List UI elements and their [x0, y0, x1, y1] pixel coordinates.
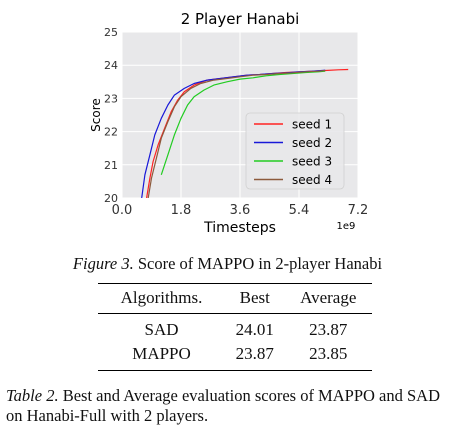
figure-caption-label: Figure 3.	[72, 254, 134, 273]
table-row: SAD 24.01 23.87	[98, 314, 372, 343]
legend-box	[245, 112, 345, 190]
score-line-chart: 20 21 22 23 24 25 0.0 1.8 3.6 5.4 7.2 2 Player Ha…	[89, 10, 369, 236]
data-series	[141, 68, 349, 198]
x-axis-label: Timesteps	[203, 220, 276, 236]
x-tick-label: 7.2	[348, 203, 369, 218]
y-tick-label: 23	[104, 92, 118, 105]
x-tick-label: 3.6	[230, 203, 251, 218]
cell-algorithm: SAD	[144, 320, 179, 339]
figure-caption: Figure 3. Score of MAPPO in 2-player Han…	[0, 254, 455, 274]
cell-best: 23.87	[225, 342, 285, 371]
table-caption-label: Table 2.	[6, 386, 59, 405]
legend-label: seed 2	[292, 136, 332, 150]
table-row: MAPPO 23.87 23.85	[98, 342, 372, 371]
chart-title: 2 Player Hanabi	[181, 10, 300, 28]
y-tick-label: 21	[104, 159, 118, 172]
y-tick-label: 25	[104, 26, 118, 39]
y-axis-label: Score	[89, 98, 103, 132]
cell-best: 24.01	[235, 320, 274, 339]
header-average: Average	[284, 283, 372, 314]
header-best: Best	[225, 283, 285, 314]
cell-algorithm: MAPPO	[98, 342, 225, 371]
cell-average: 23.87	[309, 320, 348, 339]
table-caption: Table 2. Best and Average evaluation sco…	[6, 386, 451, 426]
x-tick-label: 0.0	[112, 203, 133, 218]
series-line-seed-4	[147, 69, 326, 198]
x-tick-label: 1.8	[171, 203, 192, 218]
results-table: Algorithms. Best Average SAD 24.01 23.87…	[98, 283, 372, 371]
legend: seed 1 seed 2 seed 3 seed 4	[245, 112, 345, 190]
x-multiplier-label: 1e9	[337, 221, 356, 232]
legend-items: seed 1 seed 2 seed 3 seed 4	[254, 118, 332, 187]
table-header-row: Algorithms. Best Average	[98, 283, 372, 314]
y-tick-label: 20	[104, 192, 118, 205]
header-algorithms: Algorithms.	[98, 283, 225, 314]
cell-average: 23.85	[284, 342, 372, 371]
x-tick-labels: 0.0 1.8 3.6 5.4 7.2	[112, 203, 369, 218]
legend-label: seed 1	[292, 118, 332, 132]
y-tick-label: 22	[104, 126, 118, 139]
y-tick-label: 24	[104, 59, 118, 72]
legend-label: seed 3	[292, 155, 332, 169]
figure-caption-text: Score of MAPPO in 2-player Hanabi	[137, 254, 383, 273]
table-caption-text: Best and Average evaluation scores of MA…	[6, 386, 440, 425]
series-line-seed-3	[160, 70, 326, 175]
legend-label: seed 4	[292, 173, 332, 187]
y-tick-labels: 20 21 22 23 24 25	[104, 26, 118, 205]
x-tick-label: 5.4	[289, 203, 310, 218]
